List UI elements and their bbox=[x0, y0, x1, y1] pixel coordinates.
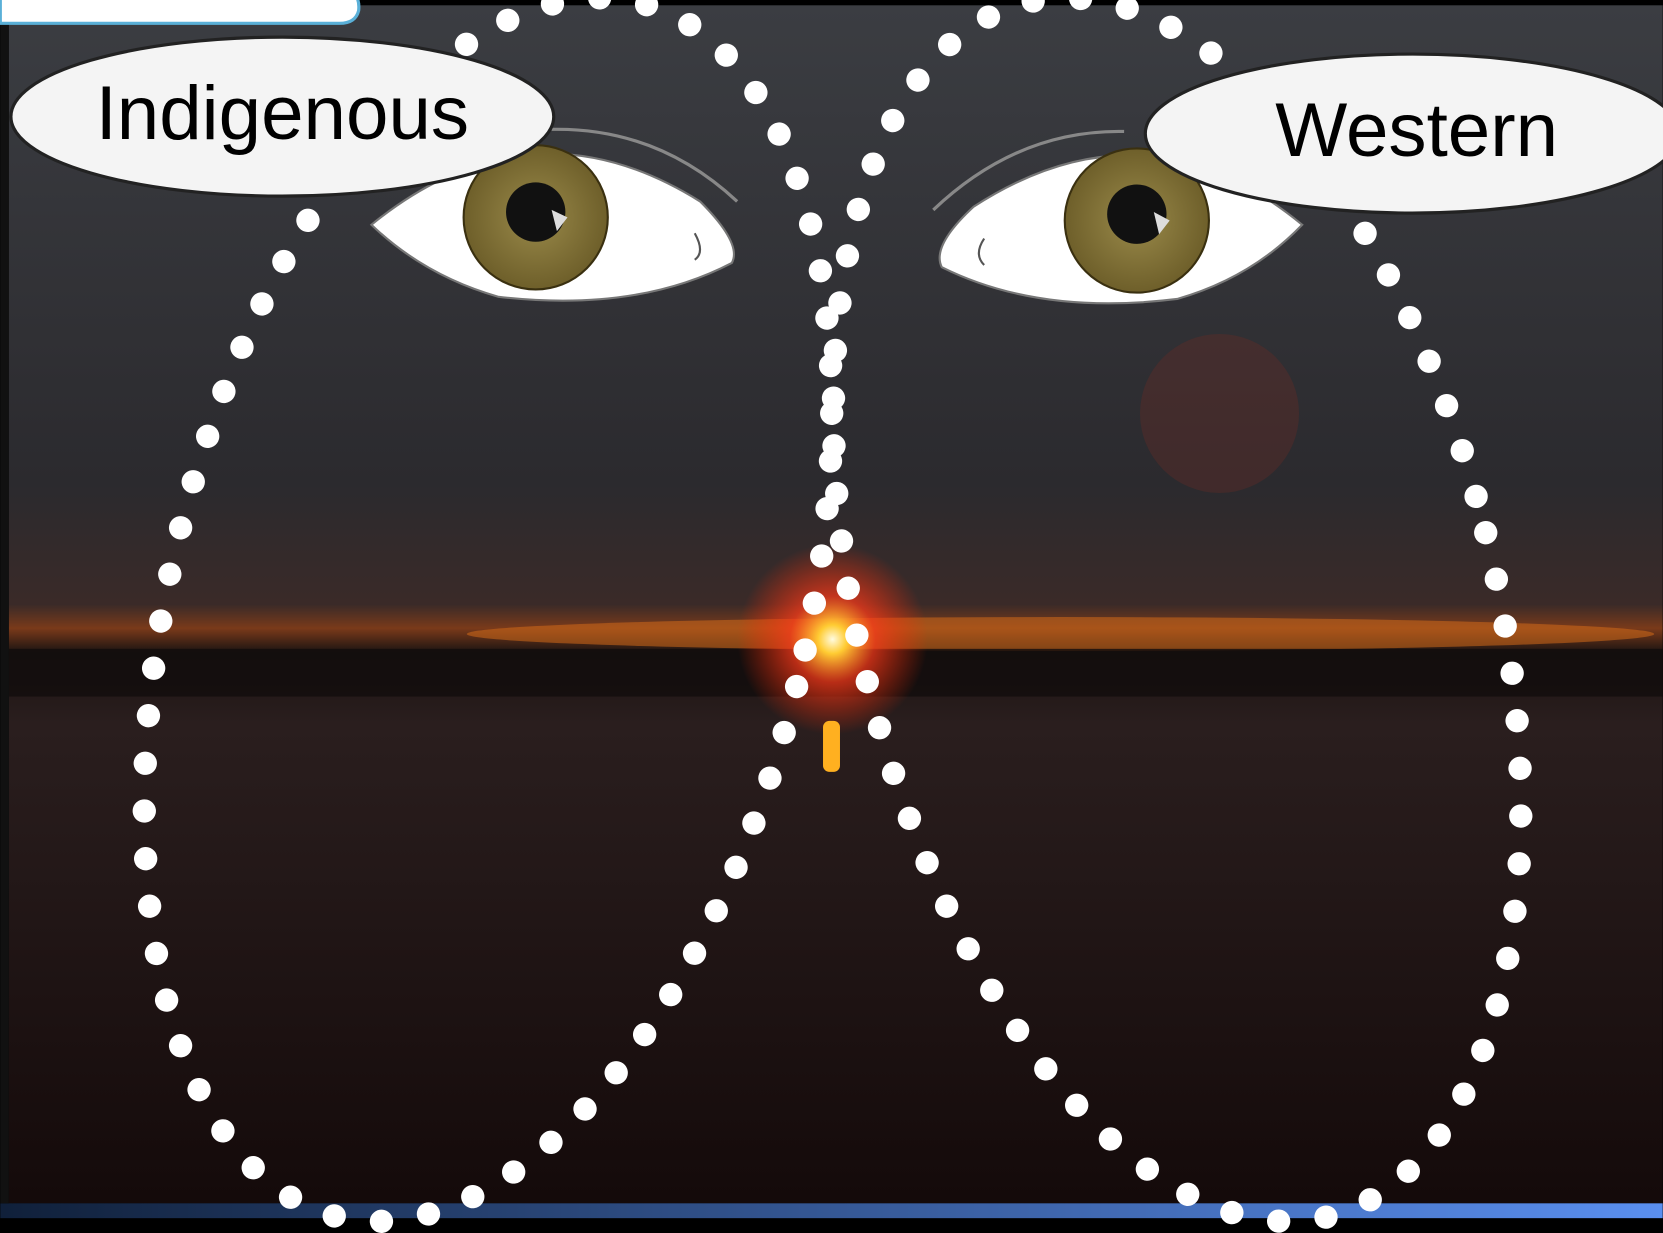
slide: Indigenous Western bbox=[0, 0, 1663, 1233]
lens-flare bbox=[1140, 334, 1299, 493]
left-edge bbox=[0, 0, 8, 1203]
horizon-glow bbox=[467, 617, 1654, 651]
title-tab bbox=[0, 0, 359, 23]
sun-reflection bbox=[823, 721, 840, 772]
right-label: Western bbox=[1275, 88, 1558, 173]
page: Indigenous Western (() => { const data =… bbox=[0, 0, 1663, 1233]
bottom-bar bbox=[0, 1203, 1662, 1218]
sun bbox=[737, 544, 928, 735]
left-label: Indigenous bbox=[96, 71, 469, 156]
